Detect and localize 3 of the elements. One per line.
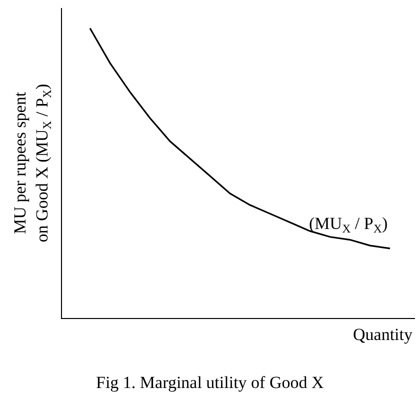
x-axis-title: Quantity	[353, 325, 413, 344]
text: Fig 1. Marginal utility of Good X	[96, 373, 324, 392]
series-label: (MU$_{X}$ / P$_{X}$)	[309, 214, 388, 236]
